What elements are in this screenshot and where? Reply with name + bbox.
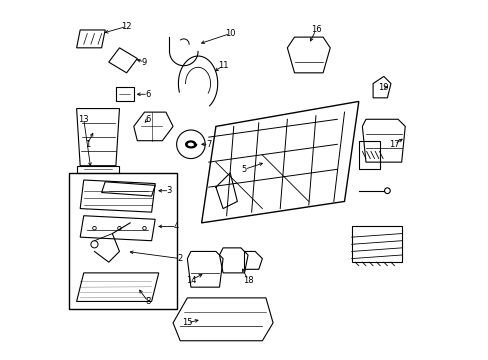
Text: 13: 13 <box>78 115 89 124</box>
Text: 12: 12 <box>121 22 132 31</box>
Bar <box>358 141 380 169</box>
Text: 8: 8 <box>145 297 150 306</box>
Text: 5: 5 <box>242 165 246 174</box>
Text: 17: 17 <box>388 140 399 149</box>
Text: 15: 15 <box>182 318 192 327</box>
Text: 6: 6 <box>145 115 150 124</box>
Text: 3: 3 <box>166 186 172 195</box>
Text: 7: 7 <box>205 140 211 149</box>
Text: 16: 16 <box>310 26 321 35</box>
Bar <box>69 173 176 309</box>
Text: 14: 14 <box>185 275 196 284</box>
Text: 18: 18 <box>242 275 253 284</box>
Text: 2: 2 <box>177 254 183 263</box>
Text: 4: 4 <box>174 222 179 231</box>
Text: 11: 11 <box>217 61 228 70</box>
Bar <box>351 226 401 262</box>
Text: 9: 9 <box>142 58 147 67</box>
Text: 10: 10 <box>224 29 235 38</box>
Text: 6: 6 <box>145 90 150 99</box>
Text: 1: 1 <box>84 140 90 149</box>
Text: 19: 19 <box>378 83 388 92</box>
